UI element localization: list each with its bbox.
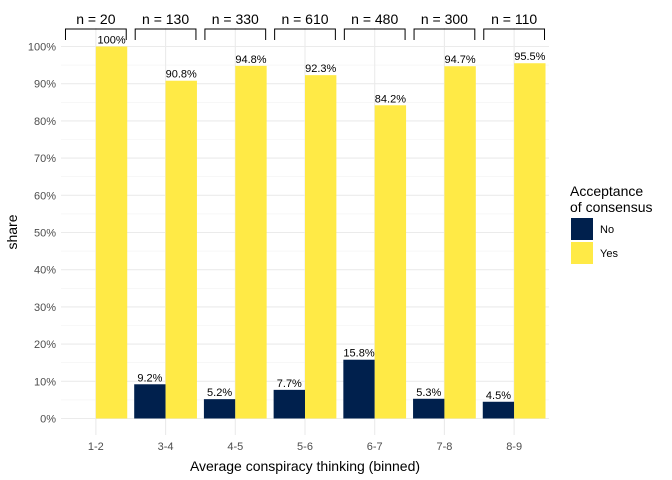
- y-tick-label: 70%: [34, 153, 56, 165]
- y-tick-label: 100%: [28, 42, 56, 54]
- group-bracket: [204, 28, 267, 40]
- legend-swatch-yes: [571, 242, 593, 264]
- bar-no-5-6: [273, 389, 305, 419]
- axes-layer: 0% 10% 20% 30% 40% 50% 60% 70% 80% 90% 100% 1-2 3-4 4…: [28, 42, 522, 454]
- data-label-yes: 94.8%: [235, 54, 266, 66]
- x-tick-label: 5-6: [297, 441, 313, 453]
- data-label-no: 7.7%: [277, 378, 302, 390]
- legend-title-line-1: Acceptance: [570, 183, 643, 199]
- data-label-yes: 92.3%: [305, 63, 336, 75]
- bar-no-4-5: [203, 399, 236, 419]
- bar-yes-8-9: [514, 63, 546, 419]
- data-label-no: 5.2%: [207, 387, 232, 399]
- legend-swatch-no: [571, 218, 593, 240]
- group-bracket: [134, 28, 197, 40]
- group-n-label: n = 610: [281, 11, 328, 27]
- group-annotations: n = 20 n = 130 n = 330 n = 610 n = 480 n = 30…: [64, 11, 546, 40]
- y-axis-title: share: [4, 214, 20, 249]
- legend-entries: No Yes: [571, 218, 618, 264]
- bars-layer: [95, 46, 546, 419]
- group-bracket: [413, 28, 476, 40]
- group-bracket: [64, 28, 127, 40]
- data-label-no: 5.3%: [416, 387, 441, 399]
- y-tick-label: 0%: [40, 414, 56, 426]
- data-label-yes: 84.2%: [375, 93, 406, 105]
- legend-title-line-2: of consensus: [570, 199, 653, 215]
- group-n-label: n = 480: [351, 11, 398, 27]
- bar-no-7-8: [413, 398, 445, 419]
- group-n-label: n = 130: [142, 11, 189, 27]
- group-bracket: [274, 28, 336, 40]
- x-tick-label: 1-2: [88, 441, 104, 453]
- bar-yes-3-4: [165, 80, 197, 419]
- data-label-yes: 94.7%: [445, 54, 476, 66]
- data-label-yes: 95.5%: [514, 51, 545, 63]
- y-tick-label: 90%: [34, 79, 56, 91]
- bar-yes-1-2: [95, 46, 128, 419]
- group-bracket: [343, 28, 406, 40]
- labels-layer: 100% 9.2% 90.8% 5.2% 94.8% 7.7% 92.3% 15.8% 84.2…: [97, 35, 545, 402]
- legend-label-yes: Yes: [600, 248, 618, 260]
- data-label-no: 9.2%: [137, 372, 162, 384]
- data-label-no: 4.5%: [486, 390, 511, 402]
- bar-yes-7-8: [444, 66, 476, 419]
- bar-no-8-9: [482, 401, 515, 419]
- x-tick-label: 4-5: [227, 441, 243, 453]
- y-tick-label: 50%: [34, 228, 56, 240]
- bar-no-6-7: [343, 359, 375, 419]
- x-tick-label: 6-7: [367, 441, 383, 453]
- data-label-no: 15.8%: [343, 348, 374, 360]
- data-label-yes: 100%: [97, 35, 125, 47]
- group-n-label: n = 20: [76, 11, 116, 27]
- x-axis-title: Average conspiracy thinking (binned): [190, 458, 420, 474]
- y-tick-label: 20%: [34, 339, 56, 351]
- bar-yes-4-5: [235, 65, 267, 419]
- group-n-label: n = 110: [491, 11, 537, 27]
- legend: Acceptance of consensus No Yes: [570, 183, 653, 264]
- y-tick-label: 30%: [34, 302, 56, 314]
- bar-no-3-4: [134, 384, 166, 419]
- group-bracket: [483, 28, 546, 40]
- y-tick-label: 60%: [34, 190, 56, 202]
- y-tick-label: 80%: [34, 116, 56, 128]
- y-tick-label: 10%: [34, 376, 56, 388]
- group-n-label: n = 300: [421, 11, 468, 27]
- y-tick-label: 40%: [34, 265, 56, 277]
- bar-yes-6-7: [374, 105, 407, 419]
- data-label-yes: 90.8%: [166, 69, 197, 81]
- x-tick-label: 8-9: [506, 441, 522, 453]
- x-tick-label: 3-4: [158, 441, 174, 453]
- bar-yes-5-6: [305, 75, 337, 419]
- x-tick-label: 7-8: [436, 441, 452, 453]
- group-n-label: n = 330: [212, 11, 259, 27]
- legend-label-no: No: [600, 224, 614, 236]
